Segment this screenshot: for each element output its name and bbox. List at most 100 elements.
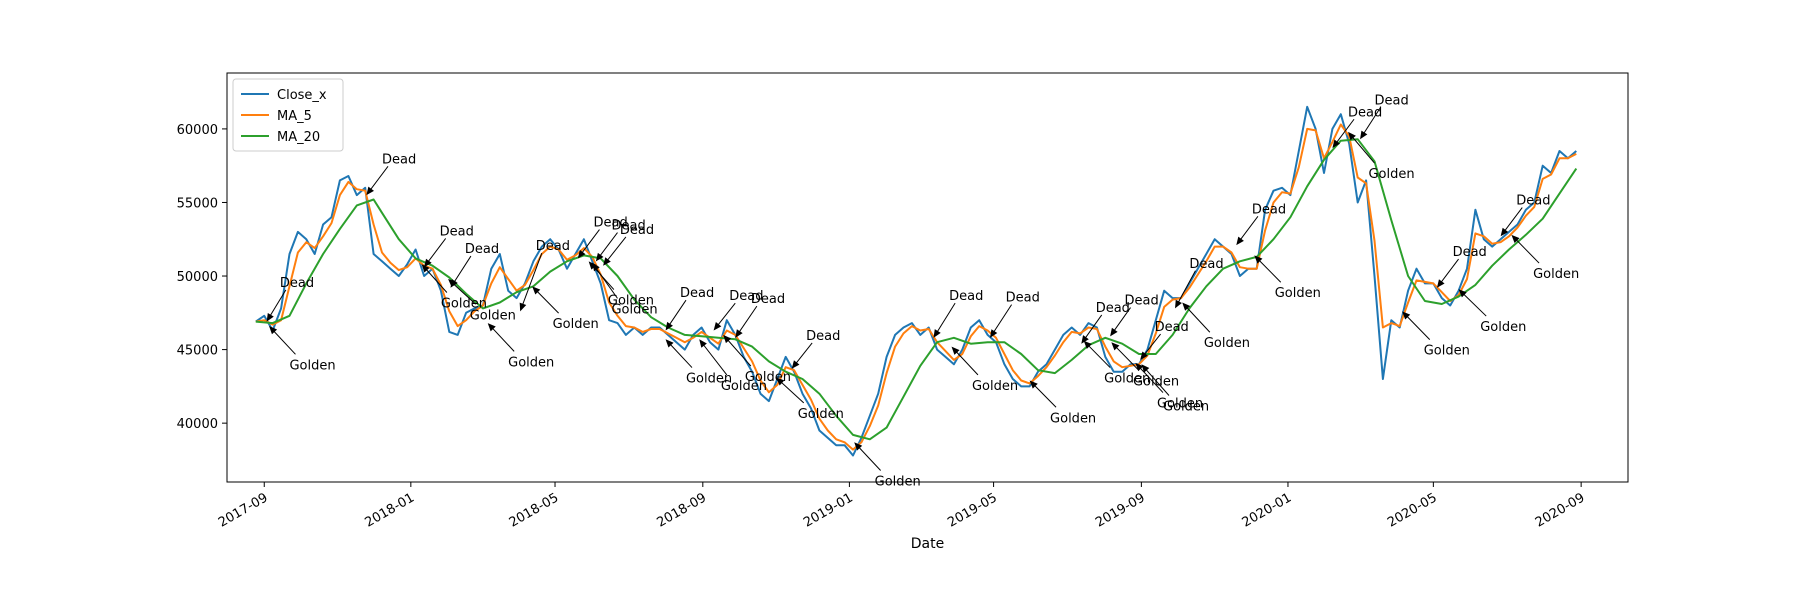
annotation-arrow bbox=[1142, 365, 1170, 396]
annotation-arrowhead bbox=[1458, 289, 1467, 298]
legend-label: Close_x bbox=[277, 88, 327, 103]
golden-cross-label: Golden bbox=[441, 297, 487, 312]
y-axis: 40000 45000 50000 55000 60000 bbox=[177, 123, 227, 432]
legend-label: MA_20 bbox=[277, 130, 320, 145]
golden-cross-label: Golden bbox=[1275, 286, 1321, 301]
dead-cross-label: Dead bbox=[1096, 301, 1130, 316]
dead-cross-label: Dead bbox=[536, 239, 570, 254]
dead-cross-label: Dead bbox=[751, 292, 785, 307]
annotation-arrowhead bbox=[933, 329, 941, 338]
golden-cross-label: Golden bbox=[1163, 399, 1209, 414]
annotations: DeadGoldenDeadDeadGoldenDeadGoldenGolden… bbox=[266, 93, 1579, 490]
dead-cross-label: Dead bbox=[1006, 291, 1040, 306]
dead-cross-label: Dead bbox=[1252, 202, 1286, 217]
dead-cross-label: Dead bbox=[440, 224, 474, 239]
annotation-arrow bbox=[520, 252, 543, 310]
dead-cross-label: Dead bbox=[382, 152, 416, 167]
golden-cross-label: Golden bbox=[798, 407, 844, 422]
annotation-arrowhead bbox=[665, 321, 673, 331]
dead-cross-label: Dead bbox=[680, 286, 714, 301]
legend: Close_x MA_5 MA_20 bbox=[232, 78, 344, 152]
annotation-arrowhead bbox=[366, 186, 374, 196]
dead-cross-label: Dead bbox=[1155, 320, 1189, 335]
annotation-arrow bbox=[990, 304, 1013, 337]
x-tick-label: 2019-05 bbox=[945, 490, 1000, 530]
annotation-arrow bbox=[270, 327, 296, 355]
annotation-arrowhead bbox=[713, 322, 722, 331]
y-tick-label: 55000 bbox=[177, 196, 218, 211]
annotation-arrowhead bbox=[1332, 139, 1341, 149]
legend-box bbox=[232, 78, 344, 152]
annotation-arrowhead bbox=[592, 262, 600, 272]
annotation-arrowhead bbox=[699, 339, 707, 348]
annotation-arrowhead bbox=[1348, 131, 1356, 141]
annotation-arrowhead bbox=[776, 377, 785, 386]
golden-cross-label: Golden bbox=[1424, 344, 1470, 359]
annotation-arrow bbox=[593, 264, 618, 299]
annotation-arrowhead bbox=[595, 252, 604, 262]
dead-cross-label: Dead bbox=[1189, 257, 1223, 272]
annotation-arrowhead bbox=[1360, 130, 1368, 140]
annotation-arrow bbox=[1183, 303, 1211, 333]
annotation-arrowhead bbox=[1436, 279, 1445, 288]
annotation-arrowhead bbox=[603, 257, 611, 266]
golden-cross-label: Golden bbox=[1533, 267, 1579, 282]
golden-cross-label: Golden bbox=[508, 355, 554, 370]
annotation-arrowhead bbox=[448, 278, 457, 287]
annotation-arrow bbox=[666, 340, 693, 368]
golden-cross-label: Golden bbox=[1204, 336, 1250, 351]
annotation-arrowhead bbox=[951, 346, 960, 355]
annotation-arrow bbox=[934, 302, 956, 337]
dead-cross-label: Dead bbox=[620, 223, 654, 238]
annotation-arrowhead bbox=[1083, 340, 1092, 349]
annotation-arrow bbox=[1112, 343, 1140, 371]
golden-cross-label: Golden bbox=[611, 302, 657, 317]
annotation-arrowhead bbox=[1236, 236, 1244, 246]
annotation-arrowhead bbox=[1111, 342, 1120, 351]
annotation-arrowhead bbox=[519, 302, 527, 312]
annotation-arrow bbox=[1512, 235, 1540, 264]
golden-cross-label: Golden bbox=[289, 358, 335, 373]
annotation-arrowhead bbox=[1110, 327, 1118, 337]
golden-cross-label: Golden bbox=[721, 379, 767, 394]
annotation-arrowhead bbox=[1182, 302, 1191, 311]
annotation-arrowhead bbox=[1141, 364, 1150, 373]
legend-label: MA_5 bbox=[277, 109, 312, 124]
annotation-arrowhead bbox=[1135, 362, 1144, 372]
annotation-arrowhead bbox=[487, 323, 496, 332]
dead-cross-label: Dead bbox=[1374, 93, 1408, 108]
annotation-arrow bbox=[488, 324, 515, 352]
x-tick-label: 2018-09 bbox=[655, 490, 710, 530]
annotation-arrowhead bbox=[424, 258, 432, 268]
y-tick-label: 50000 bbox=[177, 270, 218, 285]
annotation-arrow bbox=[1348, 133, 1375, 164]
golden-cross-label: Golden bbox=[745, 370, 791, 385]
annotation-arrow bbox=[735, 305, 758, 337]
plot-frame bbox=[226, 72, 1629, 483]
golden-cross-label: Golden bbox=[1480, 320, 1526, 335]
annotation-arrowhead bbox=[1081, 335, 1089, 344]
annotation-arrow bbox=[1459, 290, 1487, 317]
dead-cross-label: Dead bbox=[1348, 105, 1382, 120]
dead-cross-label: Dead bbox=[806, 329, 840, 344]
golden-cross-label: Golden bbox=[1050, 411, 1096, 426]
golden-cross-label: Golden bbox=[972, 379, 1018, 394]
annotation-arrowhead bbox=[723, 334, 732, 344]
x-tick-label: 2018-05 bbox=[507, 490, 562, 530]
golden-cross-label: Golden bbox=[553, 317, 599, 332]
annotation-arrow bbox=[1136, 363, 1164, 393]
dead-cross-label: Dead bbox=[611, 219, 645, 234]
x-tick-label: 2020-05 bbox=[1385, 490, 1440, 530]
golden-cross-label: Golden bbox=[875, 475, 921, 490]
annotation-arrowhead bbox=[1140, 351, 1148, 360]
golden-cross-label: Golden bbox=[1104, 372, 1150, 387]
annotation-arrowhead bbox=[1500, 227, 1509, 237]
annotation-arrowhead bbox=[735, 329, 743, 338]
annotation-arrowhead bbox=[269, 326, 278, 335]
x-tick-label: 2017-09 bbox=[216, 490, 271, 530]
annotation-arrow bbox=[855, 443, 881, 471]
golden-cross-label: Golden bbox=[1157, 397, 1203, 412]
annotation-arrowhead bbox=[989, 329, 998, 338]
dead-cross-label: Dead bbox=[280, 276, 314, 291]
